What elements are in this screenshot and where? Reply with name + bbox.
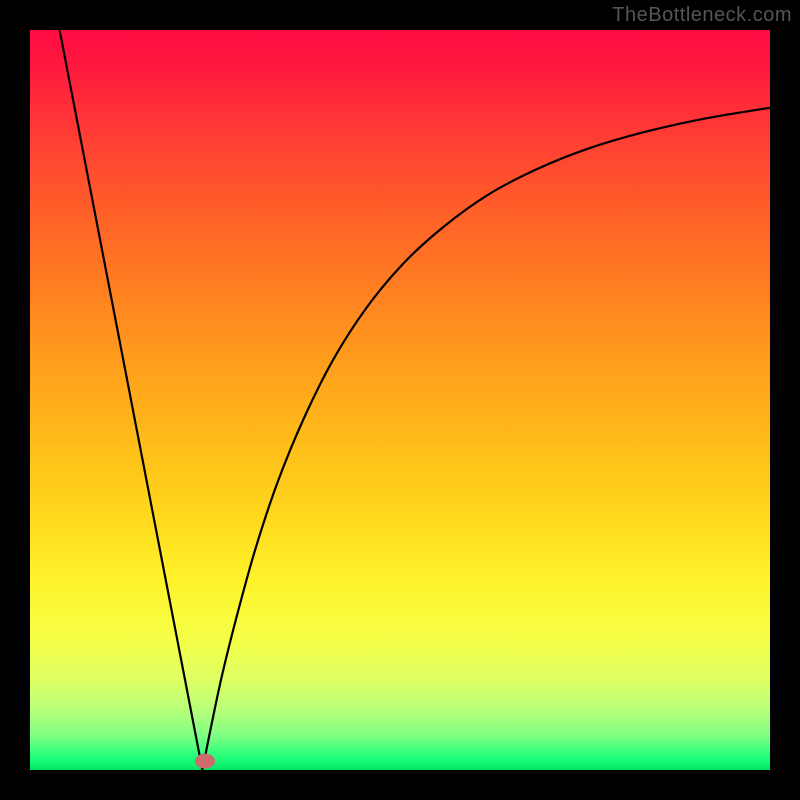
bottleneck-curve: [60, 30, 770, 770]
plot-area: [30, 30, 770, 770]
bottleneck-curve-svg: [30, 30, 770, 770]
optimum-marker: [195, 754, 215, 769]
chart-frame: TheBottleneck.com: [0, 0, 800, 800]
watermark-text: TheBottleneck.com: [612, 4, 792, 27]
